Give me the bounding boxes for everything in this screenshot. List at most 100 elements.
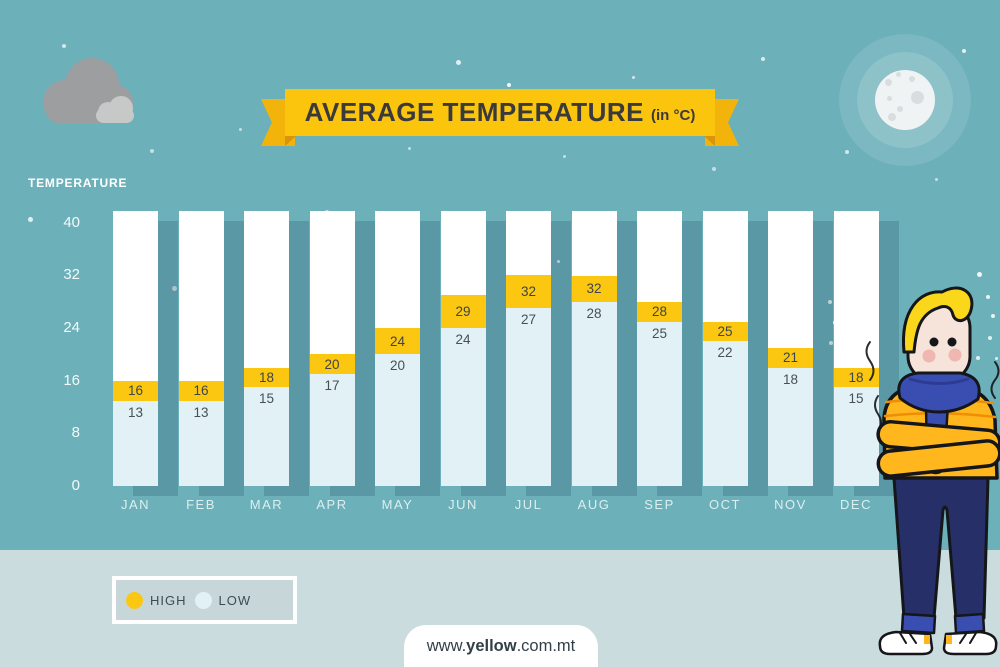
y-tick-32: 32 — [63, 266, 80, 284]
snow-dot — [28, 217, 33, 222]
snow-dot — [507, 83, 511, 87]
website-url: www. yellow .com.mt — [404, 625, 598, 667]
bar-nov: 21 18 — [768, 211, 813, 486]
bar-aug-low: 28 — [571, 301, 617, 486]
y-tick-24: 24 — [63, 319, 80, 337]
snow-dot — [991, 314, 995, 318]
small-cloud-icon — [96, 96, 134, 123]
low-value: 13 — [193, 404, 209, 420]
low-value: 13 — [127, 404, 144, 420]
snow-dot — [828, 300, 832, 304]
bar-aug-empty — [572, 211, 617, 276]
snow-dot — [632, 76, 635, 79]
bar-mar-low: 15 — [244, 387, 289, 486]
high-value: 18 — [848, 369, 864, 385]
bar-nov-high: 21 — [768, 347, 813, 368]
low-value: 27 — [520, 312, 537, 328]
low-value: 28 — [586, 305, 602, 321]
snow-dot — [988, 336, 992, 340]
bar-jul-high: 32 — [506, 275, 551, 309]
snow-dot — [962, 49, 966, 53]
month-label-apr: APR — [316, 497, 348, 512]
high-value: 18 — [258, 369, 275, 385]
high-value: 32 — [520, 284, 537, 300]
bar-sep-empty — [637, 211, 682, 302]
bar-feb-low: 13 — [178, 400, 224, 486]
bar-apr-low: 17 — [309, 374, 355, 486]
low-value: 20 — [389, 358, 406, 374]
ribbon-fold-right — [704, 136, 715, 146]
legend-item-low: LOW — [194, 591, 252, 609]
snow-dot — [986, 295, 990, 299]
high-value: 32 — [586, 281, 602, 297]
snow-dot — [408, 147, 411, 150]
high-value: 24 — [389, 333, 406, 349]
snow-dot — [456, 60, 461, 65]
ribbon-fold-left — [285, 136, 296, 146]
bar-feb: 16 13 — [178, 211, 224, 486]
cold-person-illustration — [865, 286, 1000, 656]
high-swatch-icon — [126, 591, 143, 609]
bar-jun: 29 24 — [440, 211, 486, 486]
bar-jan-empty — [113, 211, 158, 381]
low-swatch-icon — [194, 591, 212, 609]
y-tick-16: 16 — [63, 371, 80, 389]
snow-dot — [829, 341, 833, 345]
month-label-oct: OCT — [709, 497, 741, 512]
low-value: 15 — [848, 391, 864, 407]
bar-mar: 18 15 — [244, 211, 289, 486]
high-value: 16 — [127, 383, 144, 399]
low-value: 25 — [651, 325, 668, 341]
bar-nov-empty — [768, 211, 813, 348]
high-value: 25 — [717, 323, 733, 339]
y-tick-8: 8 — [71, 424, 80, 442]
bar-oct: 25 22 — [702, 211, 748, 486]
high-value: 16 — [193, 383, 209, 399]
snow-dot — [62, 44, 66, 48]
url-brand: yellow — [466, 636, 517, 655]
snow-dot — [761, 57, 765, 61]
bar-aug-high: 32 — [571, 275, 617, 302]
bar-jan-low: 13 — [113, 400, 158, 486]
snow-dot — [150, 149, 154, 153]
page-title-unit: (in °C) — [651, 107, 696, 124]
snow-dot — [845, 150, 849, 154]
low-value: 24 — [455, 332, 471, 348]
low-value: 15 — [258, 391, 275, 407]
bar-oct-low: 22 — [702, 341, 748, 486]
y-axis-title: TEMPERATURE — [28, 176, 128, 190]
bar-sep-high: 28 — [637, 301, 682, 322]
bar-dec-high: 18 — [833, 367, 879, 388]
bar-jul: 32 27 — [506, 211, 551, 486]
legend-item-high: HIGH — [126, 591, 187, 609]
high-value: 21 — [782, 350, 799, 366]
bar-jun-empty — [441, 211, 486, 295]
snow-dot — [563, 155, 566, 158]
snow-dot — [172, 286, 177, 291]
low-value: 22 — [717, 345, 733, 361]
bar-nov-low: 18 — [768, 367, 813, 486]
bar-mar-empty — [244, 211, 289, 368]
bar-jul-empty — [506, 211, 551, 275]
snow-dot — [935, 178, 938, 181]
bar-jan: 16 13 — [113, 211, 158, 486]
bar-apr-high: 20 — [309, 354, 355, 375]
snow-dot — [239, 128, 242, 131]
bar-apr-empty — [310, 211, 355, 354]
bar-dec-low: 15 — [833, 387, 879, 486]
y-tick-40: 40 — [63, 213, 80, 231]
snow-dot — [712, 167, 716, 171]
bar-aug: 32 28 — [571, 211, 617, 486]
month-label-feb: FEB — [186, 497, 216, 512]
bar-apr: 20 17 — [309, 211, 355, 486]
bar-jun-low: 24 — [440, 328, 486, 486]
high-value: 20 — [324, 356, 340, 372]
month-label-jan: JAN — [120, 497, 151, 512]
month-label-aug: AUG — [577, 497, 611, 512]
bar-oct-empty — [703, 211, 748, 322]
legend-label-low: LOW — [218, 592, 252, 608]
title-banner: AVERAGE TEMPERATURE (in °C) — [285, 89, 715, 136]
page-title: AVERAGE TEMPERATURE — [304, 97, 644, 127]
bar-may-empty — [375, 211, 420, 328]
snow-dot — [976, 356, 980, 360]
